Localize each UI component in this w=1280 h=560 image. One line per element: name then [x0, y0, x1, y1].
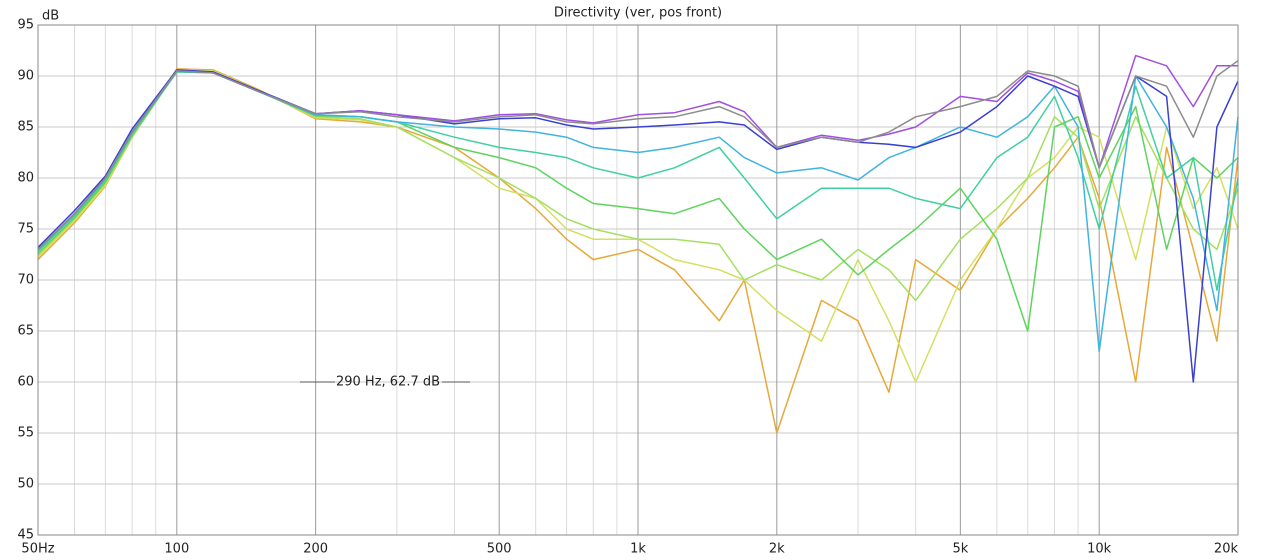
- y-tick-label: 55: [17, 426, 34, 441]
- series-line: [37, 68, 1239, 434]
- x-tick-label: 2k: [769, 542, 785, 557]
- y-tick-label: 90: [17, 69, 34, 84]
- y-tick-label: 75: [17, 222, 34, 237]
- cursor-annotation: 290 Hz, 62.7 dB: [336, 375, 440, 390]
- x-tick-label: 10k: [1087, 542, 1112, 557]
- x-tick-label: 5k: [952, 542, 968, 557]
- y-tick-label: 80: [17, 171, 34, 186]
- y-tick-label: 50: [17, 477, 34, 492]
- chart-title: Directivity (ver, pos front): [554, 6, 722, 21]
- x-tick-label: 50Hz: [21, 542, 54, 557]
- lines: [37, 54, 1239, 434]
- series-line: [37, 69, 1239, 383]
- y-tick-label: 70: [17, 273, 34, 288]
- x-tick-label: 20k: [1214, 542, 1239, 557]
- y-tick-label: 95: [17, 18, 34, 33]
- y-tick-label: 45: [17, 528, 34, 543]
- x-tick-label: 100: [164, 542, 189, 557]
- y-tick-label: 85: [17, 120, 34, 135]
- x-tick-label: 500: [487, 542, 512, 557]
- y-tick-label: 65: [17, 324, 34, 339]
- y-axis-label: dB: [42, 9, 59, 24]
- plot-frame: [37, 24, 1239, 536]
- x-tick-label: 1k: [630, 542, 646, 557]
- x-tick-label: 200: [303, 542, 328, 557]
- series-line: [37, 60, 1239, 250]
- y-tick-label: 60: [17, 375, 34, 390]
